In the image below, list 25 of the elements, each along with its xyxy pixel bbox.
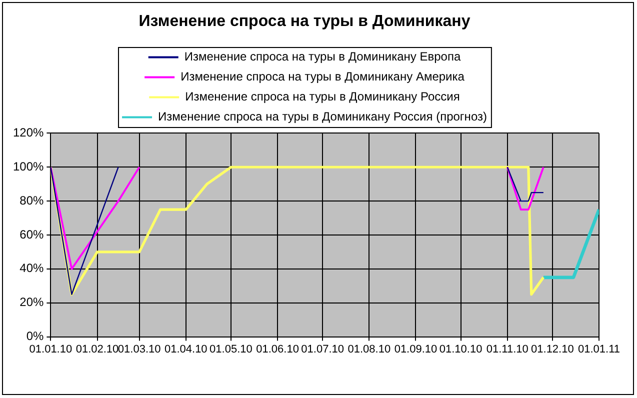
y-tick-label: 100% [12,159,44,174]
x-tick-label: 01.03.10 [118,343,161,356]
x-tick-label: 01.04.10 [164,343,208,356]
legend-label: Изменение спроса на туры в Доминикану Россия (прогноз) [158,110,487,124]
legend-label: Изменение спроса на туры в Доминикану Россия [185,90,460,104]
y-tick-label: 60% [20,227,44,242]
x-tick-label: 01.09.10 [394,343,438,356]
x-tick-label: 01.06.10 [256,343,299,356]
x-tick-label: 01.02.10 [76,343,119,356]
y-tick-label: 0% [26,329,44,344]
x-tick-label: 01.01.10 [29,343,72,356]
y-tick-label: 120% [12,126,44,140]
x-tick-label: 01.11.10 [486,343,528,356]
legend-label: Изменение спроса на туры в Доминикану Европа [184,50,461,64]
y-tick-label: 40% [20,261,44,276]
legend-label: Изменение спроса на туры в Доминикану Америка [180,70,465,84]
x-tick-label: 01.08.10 [348,343,391,356]
x-tick-label: 01.07.10 [301,343,344,356]
y-tick-label: 80% [20,193,44,208]
y-tick-label: 20% [20,295,44,310]
x-tick-label: 01.01.11 [578,343,620,356]
x-tick-label: 01.05.10 [210,343,252,356]
x-tick-label: 01.10.10 [439,343,482,356]
x-tick-label: 01.12.10 [531,343,574,356]
chart-title: Изменение спроса на туры в Доминикану [138,13,470,30]
